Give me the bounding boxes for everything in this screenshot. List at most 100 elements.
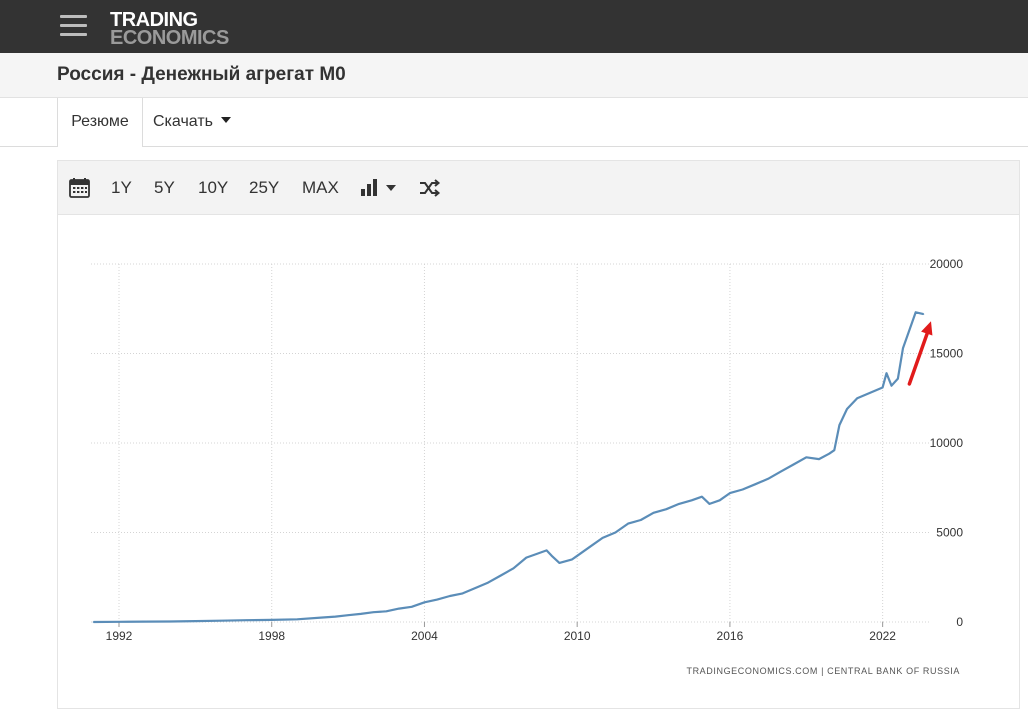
range-10y-button[interactable]: 10Y <box>198 178 229 197</box>
data-point <box>92 621 95 623</box>
data-point <box>805 456 808 459</box>
data-point <box>890 384 893 387</box>
data-point <box>818 458 820 460</box>
data-point <box>423 601 426 604</box>
data-point <box>385 610 388 613</box>
chart-series <box>92 311 925 624</box>
tab-bar: Резюме Скачать <box>0 98 1028 147</box>
data-point <box>792 463 795 466</box>
data-point <box>833 449 836 451</box>
y-tick-label: 15000 <box>930 347 964 361</box>
data-point <box>665 508 668 511</box>
data-point <box>571 558 573 561</box>
data-point <box>754 483 757 486</box>
data-point <box>449 595 451 597</box>
chart-source-label: TRADINGECONOMICS.COM | CENTRAL BANK OF R… <box>686 666 960 676</box>
data-point <box>902 347 904 349</box>
data-point <box>708 503 711 505</box>
caret-down-icon <box>221 117 231 123</box>
data-point <box>550 555 553 557</box>
title-bar: Россия - Денежный агрегат M0 <box>0 53 1028 98</box>
chart-plot: 0 5000 10000 15000 20000 1992 1998 2004 2010 2016… <box>91 257 964 676</box>
chart-annotation <box>907 321 933 386</box>
series-line-0 <box>93 311 924 624</box>
data-point <box>500 574 502 577</box>
data-point <box>576 555 578 557</box>
data-point <box>881 386 884 389</box>
data-point <box>545 549 548 552</box>
range-max-button[interactable]: MAX <box>302 178 339 197</box>
data-point <box>601 537 604 539</box>
data-point <box>436 598 439 601</box>
data-point <box>885 372 888 374</box>
data-point <box>474 587 477 589</box>
data-point <box>220 619 222 622</box>
data-point <box>410 606 413 608</box>
data-point <box>347 614 349 616</box>
data-point <box>627 522 629 525</box>
chart-grid <box>91 263 931 623</box>
data-point <box>846 408 848 410</box>
data-point <box>678 503 680 505</box>
data-point <box>640 519 642 521</box>
tab-summary[interactable]: Резюме <box>57 98 143 147</box>
range-25y-button[interactable]: 25Y <box>249 178 280 197</box>
x-tick-label: 1998 <box>258 629 285 643</box>
x-tick-label: 2004 <box>411 629 438 643</box>
range-5y-button[interactable]: 5Y <box>154 178 175 197</box>
x-tick-label: 2022 <box>869 629 896 643</box>
data-point <box>487 581 489 584</box>
bar-chart-icon[interactable] <box>361 179 399 202</box>
data-point <box>828 452 830 455</box>
calendar-icon[interactable] <box>69 178 90 203</box>
y-tick-label: 5000 <box>936 526 963 540</box>
data-point <box>652 512 655 514</box>
data-point <box>922 313 925 315</box>
data-point <box>372 611 375 613</box>
chart-axes: 0 5000 10000 15000 20000 1992 1998 2004 2010 2016… <box>106 257 964 643</box>
data-point <box>558 562 561 564</box>
data-point <box>245 619 248 621</box>
data-point <box>856 397 858 400</box>
chart-panel: 1Y 5Y 10Y 25Y MAX 0 5000 10000 15000 20000 19… <box>57 160 1020 709</box>
data-point <box>780 470 782 473</box>
data-point <box>169 620 171 623</box>
data-point <box>321 616 324 619</box>
page-title: Россия - Денежный агрегат M0 <box>57 64 346 85</box>
data-point <box>512 567 515 570</box>
chart-toolbar: 1Y 5Y 10Y 25Y MAX <box>58 161 1019 215</box>
x-tick-label: 2010 <box>564 629 591 643</box>
data-point <box>729 492 731 494</box>
tab-download-label: Скачать <box>153 113 213 130</box>
y-tick-label: 20000 <box>930 257 964 271</box>
data-point <box>360 613 362 615</box>
chevron-down-icon <box>386 185 396 191</box>
tab-download[interactable]: Скачать <box>153 98 231 146</box>
logo-line-economics: ECONOMICS <box>110 27 229 49</box>
data-point <box>614 531 617 534</box>
data-point <box>296 618 298 621</box>
x-tick-label: 2016 <box>717 629 744 643</box>
data-point <box>701 495 703 498</box>
data-point <box>334 615 337 618</box>
hamburger-menu-icon[interactable] <box>60 15 87 37</box>
shuffle-icon[interactable] <box>419 178 441 203</box>
trading-economics-logo[interactable]: TRADING ECONOMICS <box>110 10 229 49</box>
data-point <box>838 424 841 426</box>
data-point <box>194 620 197 622</box>
data-point <box>869 392 871 394</box>
data-point <box>461 592 464 595</box>
y-tick-label: 0 <box>956 615 963 629</box>
top-navbar: TRADING ECONOMICS <box>0 0 1028 53</box>
data-point <box>718 499 721 502</box>
data-point <box>535 553 538 555</box>
data-point <box>118 621 120 623</box>
data-point <box>914 311 917 314</box>
data-point <box>398 607 400 610</box>
range-1y-button[interactable]: 1Y <box>111 178 132 197</box>
data-point <box>525 556 528 559</box>
y-tick-label: 10000 <box>930 436 964 450</box>
data-point <box>690 499 693 502</box>
annotation-arrow-shaft <box>907 326 931 386</box>
data-point <box>767 478 769 480</box>
